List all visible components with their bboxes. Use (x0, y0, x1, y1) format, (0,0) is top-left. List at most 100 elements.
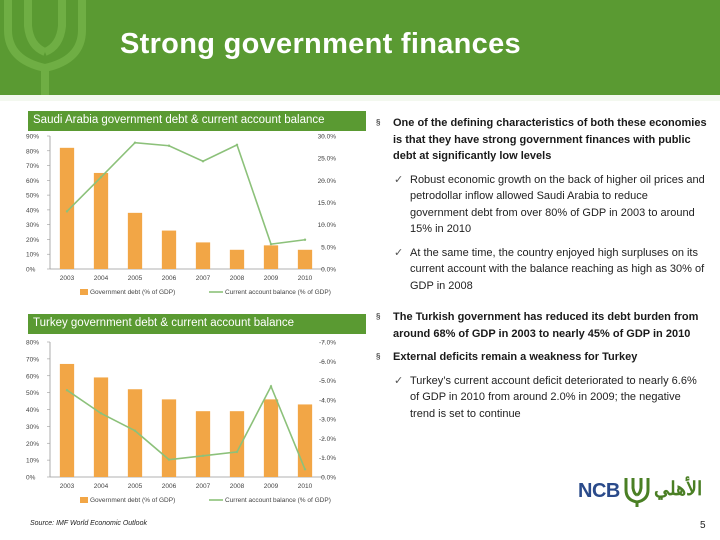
bar (195, 411, 211, 477)
logo-text: NCB (578, 480, 620, 502)
x-tick-label: 2009 (264, 483, 279, 490)
x-tick-label: 2010 (298, 483, 313, 490)
bar (93, 377, 109, 477)
y-tick-label-right: 20.0% (318, 178, 337, 185)
bullet-text: External deficits remain a weakness for … (393, 351, 638, 363)
line-series (66, 141, 306, 246)
bar (229, 249, 245, 269)
line-point (65, 210, 69, 213)
turkey-chart: 0% 10% 20% 30% 40% 50% 60% 70% 80% 0.0% -1.0% -2.0%… (26, 340, 336, 505)
x-tick-label: 2006 (162, 275, 177, 282)
line-point (133, 429, 137, 432)
y-tick-label-right: -3.0% (319, 417, 336, 424)
line-point (235, 450, 239, 454)
x-tick-label: 2008 (230, 483, 245, 490)
saudi-chart-title: Saudi Arabia government debt & current a… (28, 111, 366, 131)
leaf-emblem-watermark (4, 0, 86, 95)
bar (59, 363, 75, 477)
y-tick-label-left: 50% (26, 193, 39, 200)
sub-bullet-item: ✓ Robust economic growth on the back of h… (376, 172, 708, 238)
x-tick-label: 2005 (128, 275, 143, 282)
x-tick-label: 2006 (162, 483, 177, 490)
y-tick-label-left: 40% (26, 207, 39, 214)
legend-swatch-bar (80, 497, 88, 503)
bar (229, 411, 245, 477)
square-bullet-icon: § (376, 118, 381, 127)
bar (263, 399, 279, 477)
bullet-text: Robust economic growth on the back of hi… (410, 173, 705, 236)
square-bullet-icon: § (376, 312, 381, 321)
bar (161, 399, 177, 477)
y-tick-label-left: 90% (26, 134, 39, 141)
y-tick-label-right: 0.0% (321, 475, 336, 482)
y-tick-label-left: 70% (26, 163, 39, 170)
turkey-chart-title: Turkey government debt & current account… (28, 314, 366, 334)
page-number: 5 (700, 520, 706, 531)
y-tick-label-left: 20% (26, 237, 39, 244)
x-tick-label: 2008 (230, 275, 245, 282)
line-point (167, 144, 171, 147)
x-tick-label: 2003 (60, 483, 75, 490)
line-point (235, 143, 239, 147)
line-point (65, 389, 69, 392)
bar (93, 172, 109, 269)
y-tick-label-left: 0% (26, 475, 36, 482)
bullet-text: Turkey’s current account deficit deterio… (410, 374, 697, 420)
sub-bullet-item: ✓ At the same time, the country enjoyed h… (376, 245, 708, 295)
y-tick-label-left: 40% (26, 407, 39, 414)
x-tick-label: 2005 (128, 483, 143, 490)
line-point (201, 454, 205, 457)
bar (297, 249, 313, 269)
x-tick-label: 2009 (264, 275, 279, 282)
line-point (269, 385, 273, 388)
legend-label: Current account balance (% of GDP) (225, 289, 331, 296)
y-tick-label-right: -7.0% (319, 340, 336, 347)
line-point (99, 412, 103, 415)
checkmark-icon: ✓ (394, 374, 404, 387)
legend-label: Current account balance (% of GDP) (225, 497, 331, 504)
source-note: Source: IMF World Economic Outlook (30, 520, 147, 527)
y-tick-label-left: 30% (26, 222, 39, 229)
bullet-item: § The Turkish government has reduced its … (376, 309, 708, 342)
legend-label: Government debt (% of GDP) (90, 289, 175, 296)
line-series (66, 384, 306, 470)
bullet-item: § One of the defining characteristics of … (376, 115, 708, 165)
bullet-text: The Turkish government has reduced its d… (393, 311, 699, 340)
bullet-text: One of the defining characteristics of b… (393, 117, 707, 162)
x-tick-label: 2007 (196, 483, 211, 490)
header-strip (0, 95, 720, 101)
x-tick-label: 2004 (94, 275, 109, 282)
y-tick-label-left: 10% (26, 458, 39, 465)
y-tick-label-left: 60% (26, 373, 39, 380)
line-point (269, 242, 273, 246)
y-tick-label-right: 30.0% (318, 134, 337, 141)
y-tick-label-left: 20% (26, 441, 39, 448)
bullet-item: § External deficits remain a weakness for… (376, 349, 708, 366)
checkmark-icon: ✓ (394, 173, 404, 186)
ncb-logo: NCB الأهلي (578, 476, 708, 510)
y-tick-label-right: -6.0% (319, 359, 336, 366)
checkmark-icon: ✓ (394, 246, 404, 259)
line-point (303, 468, 307, 471)
y-tick-label-right: 5.0% (321, 244, 336, 251)
y-tick-label-right: 25.0% (318, 156, 337, 163)
y-tick-label-left: 70% (26, 356, 39, 363)
x-tick-label: 2003 (60, 275, 75, 282)
bullet-text: At the same time, the country enjoyed hi… (410, 246, 705, 292)
line-point (201, 160, 205, 163)
bar (297, 404, 313, 477)
line-point (99, 176, 103, 179)
y-tick-label-right: -2.0% (319, 436, 336, 443)
page-title: Strong government finances (120, 28, 521, 60)
y-tick-label-left: 0% (26, 267, 36, 274)
ncb-emblem-icon (624, 478, 650, 507)
sub-bullet-item: ✓ Turkey’s current account deficit deteri… (376, 373, 708, 423)
commentary: § One of the defining characteristics of … (376, 115, 708, 429)
line-point (303, 238, 307, 241)
saudi-chart: 0% 10% 20% 30% 40% 50% 60% 70% 80% 90% 0.0% 5.0% 10.… (26, 134, 337, 297)
bar (263, 245, 279, 269)
y-tick-label-right: 10.0% (318, 222, 337, 229)
line-point (133, 141, 137, 144)
y-tick-label-right: 15.0% (318, 200, 337, 207)
y-tick-label-left: 80% (26, 148, 39, 155)
